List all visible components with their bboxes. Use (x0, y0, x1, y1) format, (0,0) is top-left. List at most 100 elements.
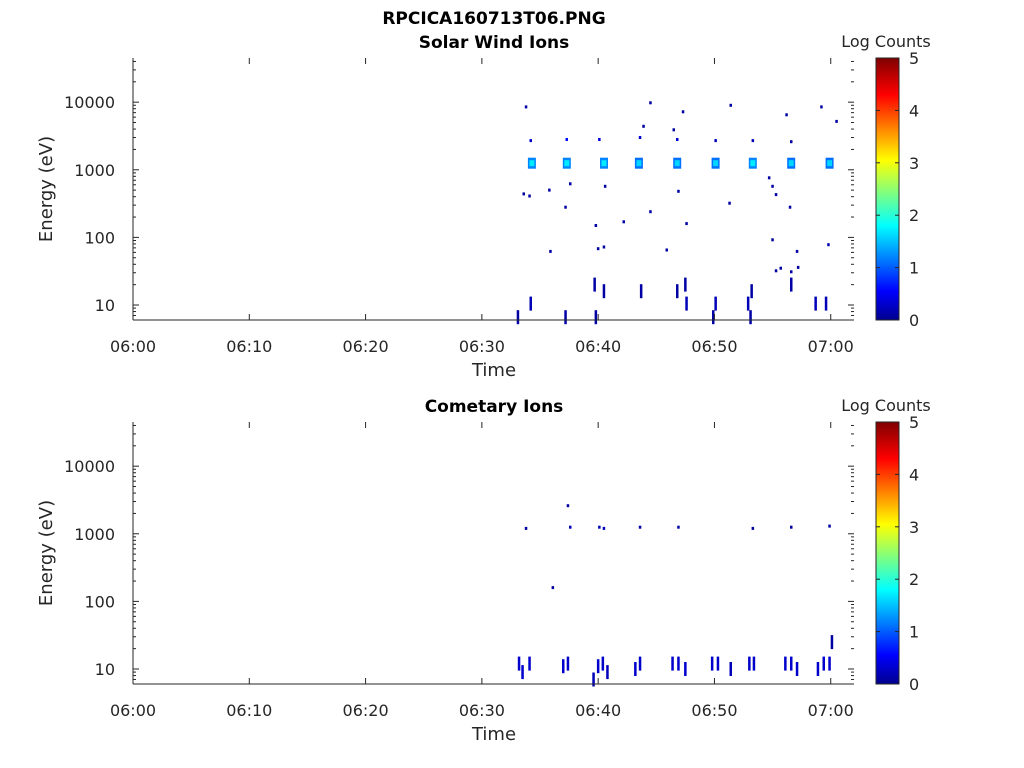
heatmap-cell (820, 105, 823, 109)
heatmap-cell (548, 188, 551, 192)
heatmap-cell (522, 192, 525, 196)
heatmap-cell (639, 284, 643, 299)
heatmap-cell (598, 525, 601, 529)
colorbar-tick-label: 3 (909, 154, 919, 173)
heatmap-cell (767, 176, 771, 180)
heatmap-cells (517, 504, 834, 687)
heatmap-cell (714, 296, 717, 311)
heatmap-cell (828, 656, 831, 671)
heatmap-cell (790, 270, 793, 274)
heatmap-cell (569, 182, 572, 186)
heatmap-cell (790, 277, 793, 292)
colorbar (875, 421, 900, 685)
heatmap-cell (665, 248, 668, 252)
colorbar-tick-label: 4 (909, 465, 919, 484)
heatmap-cell (564, 310, 567, 325)
heatmap-cell (517, 656, 521, 671)
heatmap-cell (822, 656, 825, 671)
heatmap-cell (529, 139, 532, 143)
heatmap-cell (748, 656, 751, 671)
heatmap-cell (594, 224, 598, 227)
heatmap-cell (593, 277, 596, 292)
heatmap-cell (749, 310, 752, 325)
heatmap-cell (828, 524, 831, 528)
y-tick-label: 100 (84, 592, 115, 611)
colorbar-tick-label: 3 (909, 518, 919, 537)
heatmap-cell (596, 247, 600, 251)
heatmap-cell (784, 656, 787, 671)
heatmap-cell (712, 310, 715, 325)
heatmap-cell (649, 101, 652, 105)
heatmap-cell (602, 245, 606, 249)
heatmap-cell (816, 662, 820, 676)
colorbar-label: Log Counts (841, 396, 931, 415)
heatmap-cell (528, 656, 531, 671)
heatmap-cell (602, 526, 606, 530)
heatmap-cell (788, 205, 792, 209)
plot-area (133, 422, 854, 684)
heatmap-cell (710, 656, 714, 671)
heatmap-cell (774, 193, 778, 197)
heatmap-cell (598, 138, 601, 141)
heatmap-cell (634, 662, 637, 676)
heatmap-cell (602, 284, 606, 299)
heatmap-cell (779, 266, 782, 270)
colorbar-label: Log Counts (841, 32, 931, 51)
figure-title: RPCICA160713T06.PNG (382, 9, 605, 29)
heatmap-cell-core (564, 160, 570, 167)
heatmap-cell (750, 284, 753, 299)
heatmap-cell (746, 296, 750, 311)
heatmap-cell (790, 140, 793, 144)
colorbar (875, 57, 900, 321)
heatmap-cell (771, 184, 774, 188)
heatmap-cell (521, 665, 524, 680)
heatmap-cell-core (750, 160, 756, 167)
heatmap-cell-core (601, 160, 607, 167)
x-tick-label: 06:50 (691, 337, 737, 356)
x-tick-label: 06:30 (459, 337, 505, 356)
heatmap-cell (827, 243, 830, 247)
heatmap-cell (728, 201, 731, 205)
y-tick-label: 10000 (64, 457, 115, 476)
y-tick-label: 10 (95, 660, 115, 679)
x-tick-label: 06:30 (459, 701, 505, 720)
heatmap-cell (606, 665, 609, 680)
panel-title: Solar Wind Ions (419, 33, 570, 53)
x-axis-label: Time (471, 724, 516, 745)
heatmap-cell (684, 662, 687, 676)
heatmap-cell (562, 659, 565, 674)
heatmap-cell (774, 269, 778, 273)
x-tick-label: 06:40 (575, 701, 621, 720)
heatmap-cell (685, 296, 688, 311)
y-tick-label: 1000 (74, 525, 115, 544)
heatmap-cell (671, 656, 674, 671)
colorbar-tick-label: 5 (909, 413, 919, 432)
y-tick-label: 100 (84, 228, 115, 247)
heatmap-cell (529, 296, 532, 311)
colorbar-tick-label: 5 (909, 49, 919, 68)
heatmap-cell-core (788, 160, 794, 167)
heatmap-cell (814, 296, 817, 311)
heatmap-cell (790, 656, 793, 671)
heatmap-cell (790, 525, 793, 529)
x-tick-label: 06:40 (575, 337, 621, 356)
heatmap-cell (716, 656, 720, 671)
heatmap-cell (566, 656, 570, 671)
x-tick-label: 06:20 (343, 701, 389, 720)
solar-wind-panel: Solar Wind Ions 06:00 06:10 06:20 06:30 06:4… (36, 32, 931, 381)
x-axis-label: Time (471, 360, 516, 381)
heatmap-cell-core (636, 160, 642, 167)
heatmap-cell (638, 656, 642, 671)
heatmap-cell (677, 656, 680, 671)
heatmap-cell (569, 525, 572, 529)
heatmap-cell (795, 249, 799, 253)
heatmap-cell (592, 672, 595, 687)
heatmap-cell (638, 525, 642, 529)
heatmap-cell (714, 139, 717, 143)
heatmap-cell (551, 586, 555, 590)
heatmap-cell (684, 277, 687, 292)
heatmap-cell (603, 184, 607, 188)
y-axis-label: Energy (eV) (36, 136, 57, 242)
heatmap-cell (785, 113, 788, 117)
y-tick-label: 10000 (64, 93, 115, 112)
